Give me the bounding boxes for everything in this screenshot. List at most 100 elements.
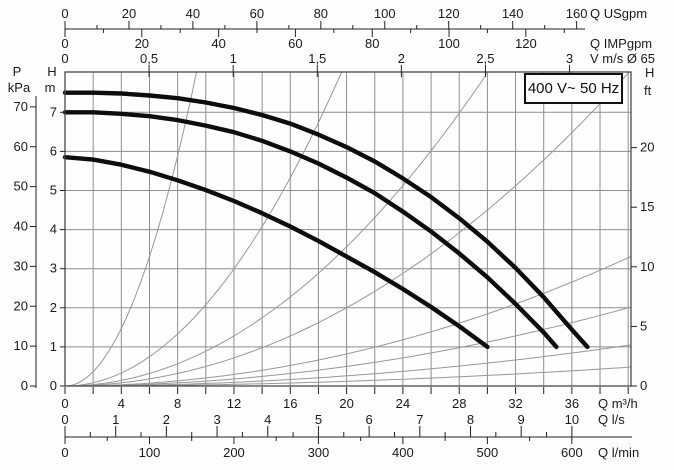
axis-unit-ls: Q l/s — [598, 412, 625, 427]
tick-label: 12 — [227, 396, 241, 411]
pump-curves — [62, 90, 590, 350]
pump-curve-1-top — [62, 90, 590, 350]
axis-header-m: m — [45, 80, 56, 95]
tick-label: 160 — [566, 6, 588, 21]
tick-label: 5 — [50, 182, 57, 197]
tick-label: 140 — [502, 6, 524, 21]
tick-label: 8 — [174, 396, 181, 411]
tick-label: 0 — [50, 378, 57, 393]
tick-label: 100 — [374, 6, 396, 21]
system-curve — [64, 71, 489, 387]
system-curve — [65, 344, 632, 387]
tick-label: 1 — [230, 51, 237, 66]
tick-label: 0 — [61, 412, 68, 427]
tick-label: 15 — [640, 199, 654, 214]
tick-label: 1,5 — [308, 51, 326, 66]
system-curve — [64, 71, 197, 387]
axis-vms: 0 0,5 1 1,5 2 2,5 3 V m/s Ø 65 — [61, 51, 655, 77]
voltage-frequency-label: 400 V~ 50 Hz — [524, 73, 623, 104]
tick-label: 6 — [50, 143, 57, 158]
tick-label: 100 — [139, 445, 161, 460]
axis-header-h: H — [47, 64, 56, 79]
tick-label: 80 — [365, 36, 379, 51]
tick-label: 50 — [14, 179, 28, 194]
tick-label: 20 — [14, 298, 28, 313]
tick-label: 0 — [61, 396, 68, 411]
tick-label: 300 — [308, 445, 330, 460]
tick-label: 4 — [118, 396, 125, 411]
tick-label: 400 — [392, 445, 414, 460]
tick-label: 4 — [50, 222, 57, 237]
tick-label: 2,5 — [476, 51, 494, 66]
axis-impgpm: 0 20 40 60 80 100 120 Q IMPgpm — [61, 29, 652, 51]
pump-curve-3-bottom — [62, 154, 490, 350]
tick-label: 7 — [50, 104, 57, 119]
pump-curve-2-middle — [62, 110, 559, 350]
tick-label: 10 — [14, 338, 28, 353]
tick-label: 0 — [61, 36, 68, 51]
axis-header-ft: ft — [644, 83, 652, 98]
tick-label: 40 — [186, 6, 200, 21]
tick-label: 20 — [640, 140, 654, 155]
axis-header-kpa: kPa — [8, 80, 31, 95]
tick-label: 100 — [438, 36, 460, 51]
axis-header-h-right: H — [645, 65, 654, 80]
tick-label: 8 — [467, 412, 474, 427]
tick-label: 36 — [565, 396, 579, 411]
grid — [65, 72, 631, 386]
tick-label: 0,5 — [140, 51, 158, 66]
tick-label: 0 — [21, 378, 28, 393]
tick-label: 60 — [288, 36, 302, 51]
tick-label: 0 — [61, 445, 68, 460]
axis-unit-usgpm: Q USgpm — [590, 6, 647, 21]
tick-label: 2 — [398, 51, 405, 66]
tick-label: 2 — [50, 300, 57, 315]
tick-label: 32 — [508, 396, 522, 411]
tick-label: 120 — [438, 6, 460, 21]
tick-label: 80 — [314, 6, 328, 21]
tick-label: 60 — [250, 6, 264, 21]
axis-hm: 0 1 2 3 4 5 6 7 Hm — [45, 64, 65, 393]
tick-label: 30 — [14, 258, 28, 273]
axis-unit-m3h: Q m³/h — [598, 396, 638, 411]
tick-label: 20 — [122, 6, 136, 21]
tick-label: 7 — [416, 412, 423, 427]
tick-label: 0 — [61, 6, 68, 21]
tick-label: 2 — [163, 412, 170, 427]
tick-label: 3 — [213, 412, 220, 427]
tick-label: 9 — [518, 412, 525, 427]
tick-label: 20 — [339, 396, 353, 411]
tick-label: 3 — [566, 51, 573, 66]
system-curve — [65, 256, 632, 387]
axis-m3h: 0 4 8 12 16 20 24 28 32 36 Q m³/h — [61, 387, 638, 411]
tick-label: 20 — [135, 36, 149, 51]
tick-label: 200 — [223, 445, 245, 460]
tick-label: 60 — [14, 139, 28, 154]
tick-label: 0 — [640, 378, 647, 393]
tick-label: 5 — [640, 318, 647, 333]
axis-unit-lmin: Q l/min — [598, 445, 639, 460]
system-curve — [65, 306, 632, 387]
tick-label: 40 — [14, 219, 28, 234]
axis-hft: 0 5 10 15 20 Hft — [631, 65, 654, 393]
tick-label: 10 — [640, 259, 654, 274]
axis-unit-impgpm: Q IMPgpm — [590, 36, 652, 51]
system-curve — [64, 71, 343, 387]
tick-label: 4 — [264, 412, 271, 427]
axis-lmin: 0 100 200 300 400 500 600 Q l/min — [61, 437, 639, 460]
axis-header-p: P — [13, 64, 22, 79]
tick-label: 10 — [565, 412, 579, 427]
plot-border — [64, 71, 632, 387]
axis-unit-vms: V m/s Ø 65 — [590, 51, 655, 66]
tick-label: 3 — [50, 261, 57, 276]
tick-label: 70 — [14, 99, 28, 114]
tick-label: 500 — [477, 445, 499, 460]
axis-ls: 0 1 2 3 4 5 6 7 8 9 10 Q l/s — [61, 412, 632, 438]
axis-usgpm: 0 20 40 60 80 100 120 140 160 Q USgpm — [61, 6, 647, 30]
tick-label: 120 — [515, 36, 537, 51]
tick-label: 16 — [283, 396, 297, 411]
tick-label: 28 — [452, 396, 466, 411]
tick-label: 1 — [112, 412, 119, 427]
